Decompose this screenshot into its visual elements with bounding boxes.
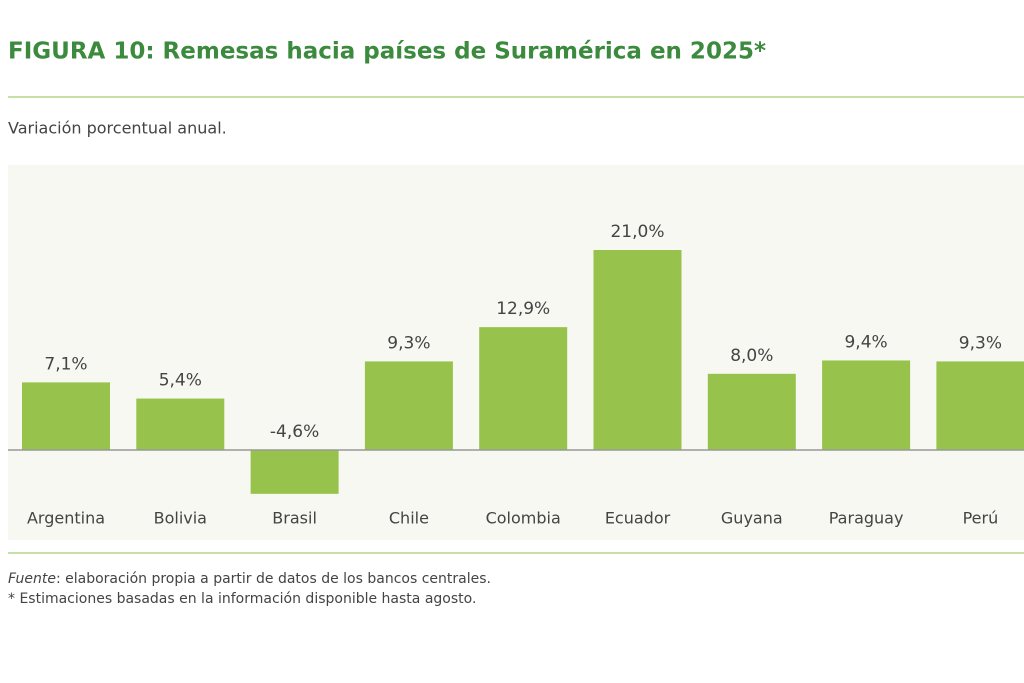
bar	[822, 360, 911, 450]
bar	[479, 327, 568, 450]
value-label: 5,4%	[159, 371, 202, 391]
value-label: 9,3%	[959, 333, 1002, 353]
chart-subtitle: Variación porcentual anual.	[8, 119, 227, 138]
bar	[593, 250, 682, 450]
source-label: Fuente	[8, 571, 56, 587]
x-tick-label: Colombia	[486, 509, 561, 528]
bar	[936, 361, 1024, 450]
x-tick-label: Brasil	[272, 509, 317, 528]
chart-title: FIGURA 10: Remesas hacia países de Suram…	[8, 39, 766, 65]
bar	[250, 450, 339, 494]
source: Fuente: elaboración propia a partir de d…	[8, 571, 491, 587]
value-label: 21,0%	[610, 222, 664, 242]
value-label: -4,6%	[270, 422, 319, 442]
bar	[22, 382, 110, 450]
bar	[364, 361, 453, 450]
x-tick-label: Guyana	[721, 509, 783, 528]
bar	[136, 398, 225, 450]
x-tick-label: Argentina	[27, 509, 105, 528]
note: * Estimaciones basadas en la información…	[8, 591, 476, 607]
value-label: 7,1%	[44, 354, 87, 374]
value-label: 9,3%	[387, 333, 430, 353]
value-label: 8,0%	[730, 346, 773, 366]
x-tick-label: Paraguay	[829, 509, 904, 528]
x-tick-label: Ecuador	[605, 509, 671, 528]
value-label: 9,4%	[844, 332, 887, 352]
bar	[707, 373, 796, 450]
source-text: : elaboración propia a partir de datos d…	[56, 571, 491, 587]
x-tick-label: Bolivia	[154, 509, 207, 528]
x-tick-label: Perú	[963, 509, 999, 528]
value-label: 12,9%	[496, 299, 550, 319]
x-tick-label: Chile	[389, 509, 429, 528]
